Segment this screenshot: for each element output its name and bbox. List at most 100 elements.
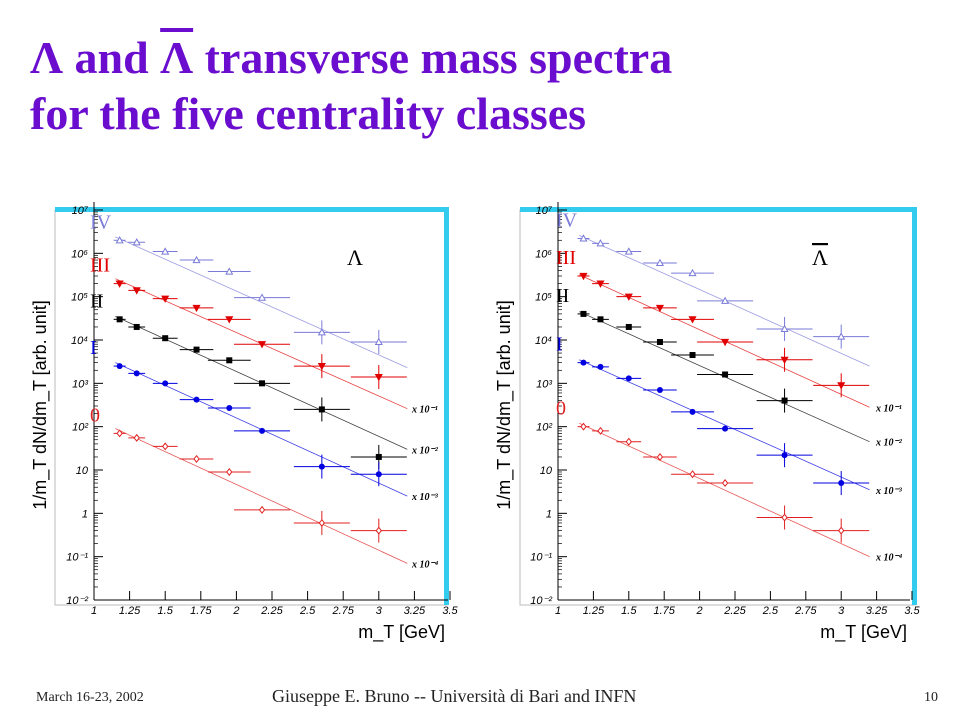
data-point — [580, 310, 587, 317]
data-point — [689, 352, 696, 359]
data-point — [580, 359, 587, 366]
class-label: I — [556, 334, 563, 356]
x-tick-label: 1.75 — [653, 605, 675, 617]
data-point — [226, 404, 233, 411]
scale-factor-label: x 10⁻¹ — [875, 403, 902, 414]
data-point — [226, 467, 233, 476]
footer-date: March 16-23, 2002 — [36, 690, 144, 705]
series-class-IV: IV — [556, 209, 870, 367]
x-tick-label: 1 — [555, 605, 561, 617]
data-point — [318, 518, 326, 527]
x-tick-label: 1.5 — [158, 605, 174, 617]
data-point — [133, 323, 140, 330]
class-label: IV — [556, 209, 578, 231]
data-point — [721, 338, 730, 347]
data-point — [688, 316, 697, 324]
scale-factor-label: x 10⁻³ — [875, 486, 903, 497]
y-tick-label: 1 — [546, 508, 552, 520]
data-point — [597, 363, 604, 370]
y-tick-label: 10³ — [536, 378, 552, 390]
fit-line — [579, 359, 870, 491]
data-point — [837, 382, 846, 390]
data-point — [625, 437, 633, 446]
scale-factor-label: x 10⁻² — [411, 445, 439, 456]
data-point — [162, 380, 169, 387]
data-point — [781, 513, 788, 522]
data-point — [318, 463, 325, 470]
class-label: IV — [90, 211, 112, 233]
particle-label: Λ — [812, 245, 828, 270]
x-tick-label: 1 — [91, 605, 97, 617]
data-point — [192, 304, 201, 313]
x-tick-label: 2.5 — [762, 605, 779, 617]
scale-factor-label: x 10⁻⁴ — [875, 553, 903, 564]
data-point — [780, 356, 789, 364]
plot-frame — [519, 209, 916, 606]
data-point — [161, 442, 169, 451]
data-point — [162, 335, 169, 342]
scale-factor-label: x 10⁻⁴ — [411, 559, 439, 570]
data-point — [781, 452, 788, 459]
x-tick-label: 3.25 — [404, 605, 426, 617]
data-point — [580, 422, 587, 431]
y-tick-label: 10⁻¹ — [530, 552, 552, 564]
scale-factor-label: x 10⁻¹ — [411, 405, 438, 416]
x-tick-label: 2.25 — [260, 605, 283, 617]
frame-shadow-right — [912, 210, 917, 605]
data-point — [257, 293, 267, 301]
data-point — [193, 396, 200, 403]
data-point — [655, 304, 665, 313]
scale-factor-label: x 10⁻³ — [411, 492, 439, 503]
series-class-I: Ix 10⁻³ — [90, 337, 439, 503]
data-point — [132, 238, 141, 246]
x-tick-label: 2.25 — [723, 605, 746, 617]
data-point — [225, 316, 234, 324]
data-point — [115, 236, 124, 244]
x-tick-label: 2.5 — [299, 605, 316, 617]
title-lambda: Λ — [30, 32, 63, 83]
series-class-II: II x 10⁻² — [556, 285, 903, 449]
x-tick-label: 2.75 — [331, 605, 354, 617]
y-tick-label: 10⁵ — [535, 292, 552, 304]
data-point — [259, 380, 266, 387]
title-line-2: for the five centrality classes — [30, 88, 587, 139]
data-point — [317, 328, 326, 336]
fit-line — [115, 428, 408, 564]
x-tick-label: 1.75 — [190, 605, 212, 617]
x-tick-label: 1.25 — [583, 605, 605, 617]
y-tick-label: 10 — [540, 465, 553, 477]
lambda-spectrum-panel: 10⁻² 10⁻¹ 1 10 10² 10³ 10⁴ 10⁵ 10⁶ 10⁷ 1 1.25 1.5 1.7… — [30, 202, 459, 643]
footer-page-number: 10 — [924, 690, 938, 705]
data-point — [116, 363, 123, 370]
frame-shadow-right — [444, 210, 449, 605]
data-point — [838, 480, 845, 487]
x-tick-label: 3 — [838, 605, 845, 617]
data-point — [226, 357, 233, 364]
data-point — [193, 454, 200, 463]
title-antilambda: Λ — [160, 32, 194, 83]
data-point — [837, 526, 845, 535]
data-point — [133, 370, 140, 377]
data-point — [721, 296, 730, 304]
fit-line — [115, 236, 408, 369]
x-tick-label: 3 — [376, 605, 383, 617]
data-point — [722, 425, 729, 432]
data-point — [257, 341, 267, 349]
data-point — [579, 272, 588, 281]
series-class-0: 0 x 10⁻⁴ — [90, 404, 439, 570]
x-axis-label: m_T [GeV] — [820, 622, 907, 643]
data-point — [656, 338, 663, 345]
data-point — [689, 408, 696, 415]
y-axis-label: 1/m_T dN/dm_T [arb. unit] — [30, 300, 51, 509]
data-point — [259, 427, 266, 434]
y-tick-label: 10⁶ — [71, 248, 88, 260]
data-point — [375, 453, 382, 460]
data-point — [225, 267, 234, 275]
data-point — [689, 470, 696, 479]
class-label: 0 — [90, 404, 100, 426]
y-tick-label: 10² — [72, 422, 88, 434]
frame-shadow-top — [520, 207, 917, 212]
frame-shadow-top — [55, 207, 449, 212]
